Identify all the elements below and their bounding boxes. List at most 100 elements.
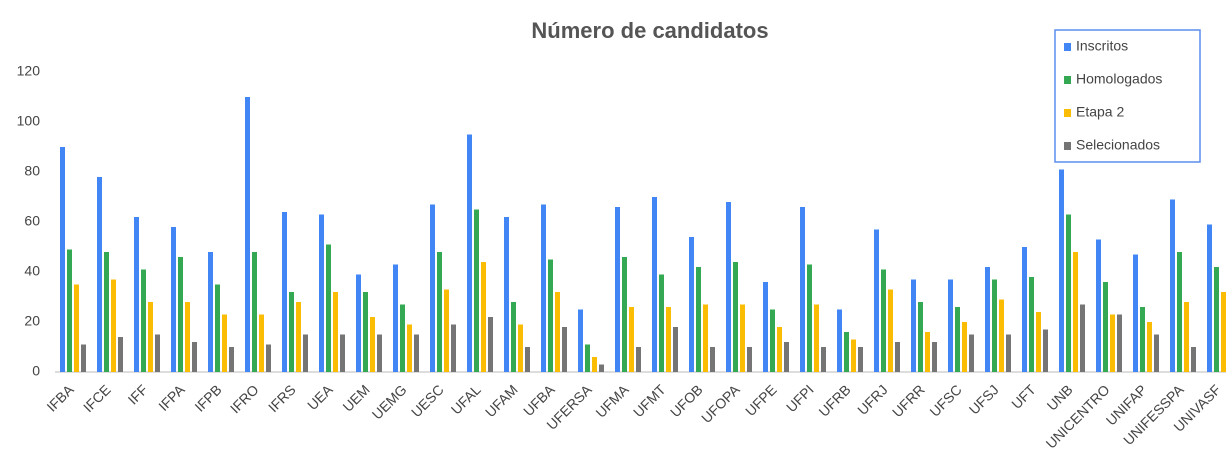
bar (1029, 277, 1034, 372)
x-tick-label: IFRO (227, 381, 262, 416)
bar (629, 307, 634, 372)
bar (340, 334, 345, 372)
legend-label: Etapa 2 (1076, 104, 1124, 120)
x-tick-label: UNB (1044, 381, 1076, 413)
bar (1066, 214, 1071, 372)
x-tick-label: IFBA (43, 381, 77, 415)
x-tick-label: UFAL (448, 381, 484, 417)
bar (985, 267, 990, 372)
bar (747, 347, 752, 372)
bar (763, 282, 768, 372)
bar (784, 342, 789, 372)
bar (282, 212, 287, 372)
bar (481, 262, 486, 372)
x-tick-label: UFPI (783, 381, 817, 415)
bar (962, 322, 967, 372)
bar (97, 177, 102, 372)
legend-swatch (1064, 142, 1071, 150)
bar (948, 279, 953, 372)
bar (844, 332, 849, 372)
bar (252, 252, 257, 372)
x-tick-label: UFT (1008, 381, 1039, 412)
bar (192, 342, 197, 372)
bar (467, 134, 472, 372)
bar (777, 327, 782, 372)
x-tick-label: UFMT (630, 381, 669, 420)
bar (874, 229, 879, 372)
bar (393, 264, 398, 372)
bar (1080, 304, 1085, 372)
x-tick-label: IFRS (265, 381, 299, 415)
bar (666, 307, 671, 372)
y-tick-label: 0 (32, 363, 40, 379)
bar (703, 304, 708, 372)
bar (303, 334, 308, 372)
x-tick-label: UEMG (369, 381, 410, 422)
bar (548, 259, 553, 372)
bar (636, 347, 641, 372)
bar (555, 292, 560, 372)
bar (363, 292, 368, 372)
bar (407, 324, 412, 372)
bar (622, 257, 627, 372)
bar (400, 304, 405, 372)
bar (673, 327, 678, 372)
bar (430, 204, 435, 372)
bar (525, 347, 530, 372)
bar (67, 249, 72, 372)
bar (599, 364, 604, 372)
bar (541, 204, 546, 372)
bar (1133, 254, 1138, 372)
x-tick-label: UFRR (889, 381, 928, 420)
bar (1059, 169, 1064, 372)
bar (208, 252, 213, 372)
legend-swatch (1064, 109, 1071, 117)
x-tick-label: UESC (408, 381, 447, 420)
bar (370, 317, 375, 372)
x-tick-label: UFMA (592, 381, 632, 421)
bar (178, 257, 183, 372)
y-tick-label: 80 (24, 163, 40, 179)
bar (969, 334, 974, 372)
bar (60, 147, 65, 372)
bar (104, 252, 109, 372)
x-tick-label: IFPA (155, 381, 188, 414)
bar (1191, 347, 1196, 372)
legend-label: Selecionados (1076, 137, 1160, 153)
bar (118, 337, 123, 372)
bar (511, 302, 516, 372)
bar (1154, 334, 1159, 372)
bar (185, 302, 190, 372)
y-tick-label: 20 (24, 313, 40, 329)
legend-swatch (1064, 76, 1071, 84)
bar (807, 264, 812, 372)
bar (821, 347, 826, 372)
bar (925, 332, 930, 372)
x-tick-label: UFRJ (854, 381, 891, 418)
bar (437, 252, 442, 372)
bar (319, 214, 324, 372)
bar (74, 284, 79, 372)
bar (215, 284, 220, 372)
bar (659, 274, 664, 372)
bar (1177, 252, 1182, 372)
bar (1110, 314, 1115, 372)
bar (1006, 334, 1011, 372)
x-tick-label: IFCE (80, 381, 114, 415)
bar (414, 334, 419, 372)
x-tick-label: IFF (125, 381, 151, 407)
bar (895, 342, 900, 372)
bar (451, 324, 456, 372)
x-tick-label: UFAM (482, 381, 521, 420)
bar (356, 274, 361, 372)
bar (562, 327, 567, 372)
bar (726, 202, 731, 372)
bar (1117, 314, 1122, 372)
bar (696, 267, 701, 372)
bar (518, 324, 523, 372)
bar (141, 269, 146, 372)
bar (296, 302, 301, 372)
x-tick-label: UEA (304, 381, 336, 413)
bar (992, 279, 997, 372)
bar (259, 314, 264, 372)
